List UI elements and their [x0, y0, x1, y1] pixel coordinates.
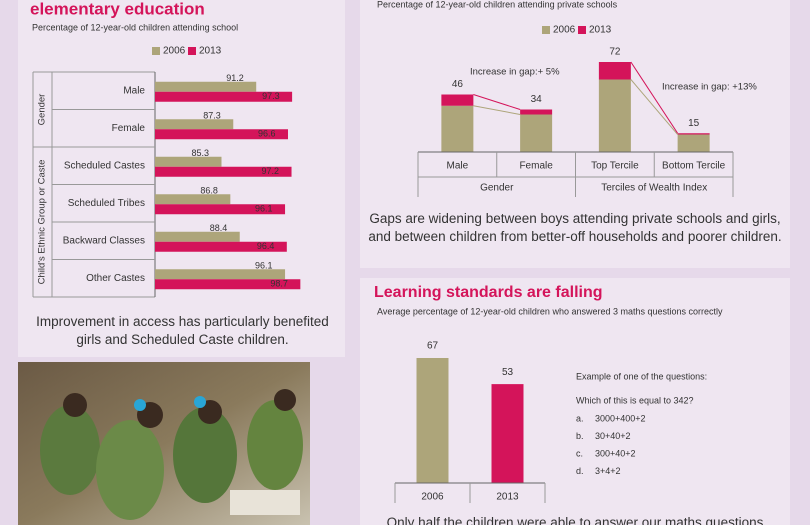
- value-label: 85.3: [191, 148, 209, 158]
- bar: [155, 119, 234, 130]
- legend-swatch: [578, 26, 586, 34]
- bar: [155, 91, 293, 102]
- bar: [491, 384, 524, 483]
- y-tick-label: Other Castes: [86, 273, 145, 284]
- total-label: 72: [609, 47, 621, 58]
- bar-segment: [520, 114, 553, 152]
- chart-title: Learning standards are falling: [374, 284, 603, 301]
- legend-swatch: [188, 47, 196, 55]
- caption: Only half the children were able to answ…: [386, 515, 764, 525]
- bar-segment: [677, 134, 710, 152]
- bar: [416, 357, 449, 483]
- value-label: 88.4: [210, 223, 228, 233]
- value-label: 97.3: [262, 91, 280, 101]
- bar: [155, 279, 301, 290]
- x-tick-label: 2006: [421, 492, 444, 503]
- chart-subtitle: Percentage of 12-year-old children atten…: [32, 22, 238, 32]
- x-tick-label: 2013: [496, 492, 519, 503]
- value-label: 96.4: [257, 241, 275, 251]
- option-letter: a.: [576, 413, 584, 423]
- y-tick-label: Male: [123, 85, 145, 96]
- legend-label: 2006: [553, 25, 576, 36]
- option-text: 30+40+2: [595, 431, 631, 441]
- bar: [155, 81, 257, 92]
- x-tick-label: Female: [519, 161, 553, 172]
- chart-subtitle: Average percentage of 12-year-old childr…: [377, 306, 723, 316]
- photo: [18, 362, 310, 525]
- option-text: 3+4+2: [595, 466, 621, 476]
- value-label: 96.6: [258, 129, 276, 139]
- option-letter: c.: [576, 448, 583, 458]
- group-label: Terciles of Wealth Index: [601, 183, 707, 194]
- total-label: 15: [688, 118, 700, 129]
- group-label: Child's Ethnic Group or Caste: [37, 160, 48, 285]
- divider: [473, 105, 521, 115]
- annotation: Increase in gap: +13%: [662, 82, 757, 93]
- chart-title: elementary education: [30, 0, 205, 18]
- bar: [155, 241, 287, 252]
- bar: [155, 269, 286, 280]
- y-tick-label: Backward Classes: [63, 235, 145, 246]
- group-label: Gender: [480, 183, 514, 194]
- bar-segment: [520, 109, 553, 115]
- total-label: 34: [531, 94, 543, 105]
- divider: [473, 94, 521, 110]
- group-label: Gender: [37, 94, 48, 126]
- bar-segment: [441, 94, 474, 106]
- option-text: 3000+400+2: [595, 413, 646, 423]
- value-label: 67: [427, 341, 439, 352]
- question-intro: Example of one of the questions:: [576, 371, 707, 381]
- value-label: 97.2: [262, 166, 280, 176]
- bar: [155, 156, 222, 167]
- option-text: 300+40+2: [595, 448, 636, 458]
- y-tick-label: Female: [112, 123, 146, 134]
- caption: Gaps are widening between boys attending…: [368, 211, 782, 244]
- value-label: 86.8: [200, 186, 218, 196]
- bar: [155, 166, 292, 177]
- x-tick-label: Male: [447, 161, 469, 172]
- bar-segment: [677, 133, 710, 135]
- bar-segment: [598, 62, 631, 80]
- legend-swatch: [152, 47, 160, 55]
- legend-label: 2006: [163, 46, 186, 57]
- y-tick-label: Scheduled Tribes: [68, 198, 145, 209]
- caption: Improvement in access has particularly b…: [36, 314, 329, 347]
- value-label: 96.1: [255, 204, 273, 214]
- legend-swatch: [542, 26, 550, 34]
- value-label: 53: [502, 367, 514, 378]
- bar-segment: [598, 79, 631, 152]
- value-label: 96.1: [255, 261, 273, 271]
- x-tick-label: Top Tercile: [591, 161, 639, 172]
- value-label: 91.2: [226, 73, 244, 83]
- bar: [155, 129, 288, 140]
- option-letter: b.: [576, 431, 584, 441]
- option-letter: d.: [576, 466, 584, 476]
- legend-label: 2013: [199, 46, 222, 57]
- value-label: 98.7: [270, 279, 288, 289]
- bar: [155, 194, 231, 205]
- legend-label: 2013: [589, 25, 612, 36]
- bar-segment: [441, 105, 474, 152]
- chart-subtitle: Percentage of 12-year-old children atten…: [377, 0, 618, 9]
- question-text: Which of this is equal to 342?: [576, 395, 694, 405]
- panel: [360, 0, 790, 268]
- annotation: Increase in gap:+ 5%: [470, 67, 560, 78]
- total-label: 46: [452, 79, 464, 90]
- bar: [155, 204, 286, 215]
- bar: [155, 231, 240, 242]
- divider: [630, 61, 679, 134]
- value-label: 87.3: [203, 111, 221, 121]
- divider: [630, 79, 679, 135]
- y-tick-label: Scheduled Castes: [64, 160, 145, 171]
- x-tick-label: Bottom Tercile: [662, 161, 726, 172]
